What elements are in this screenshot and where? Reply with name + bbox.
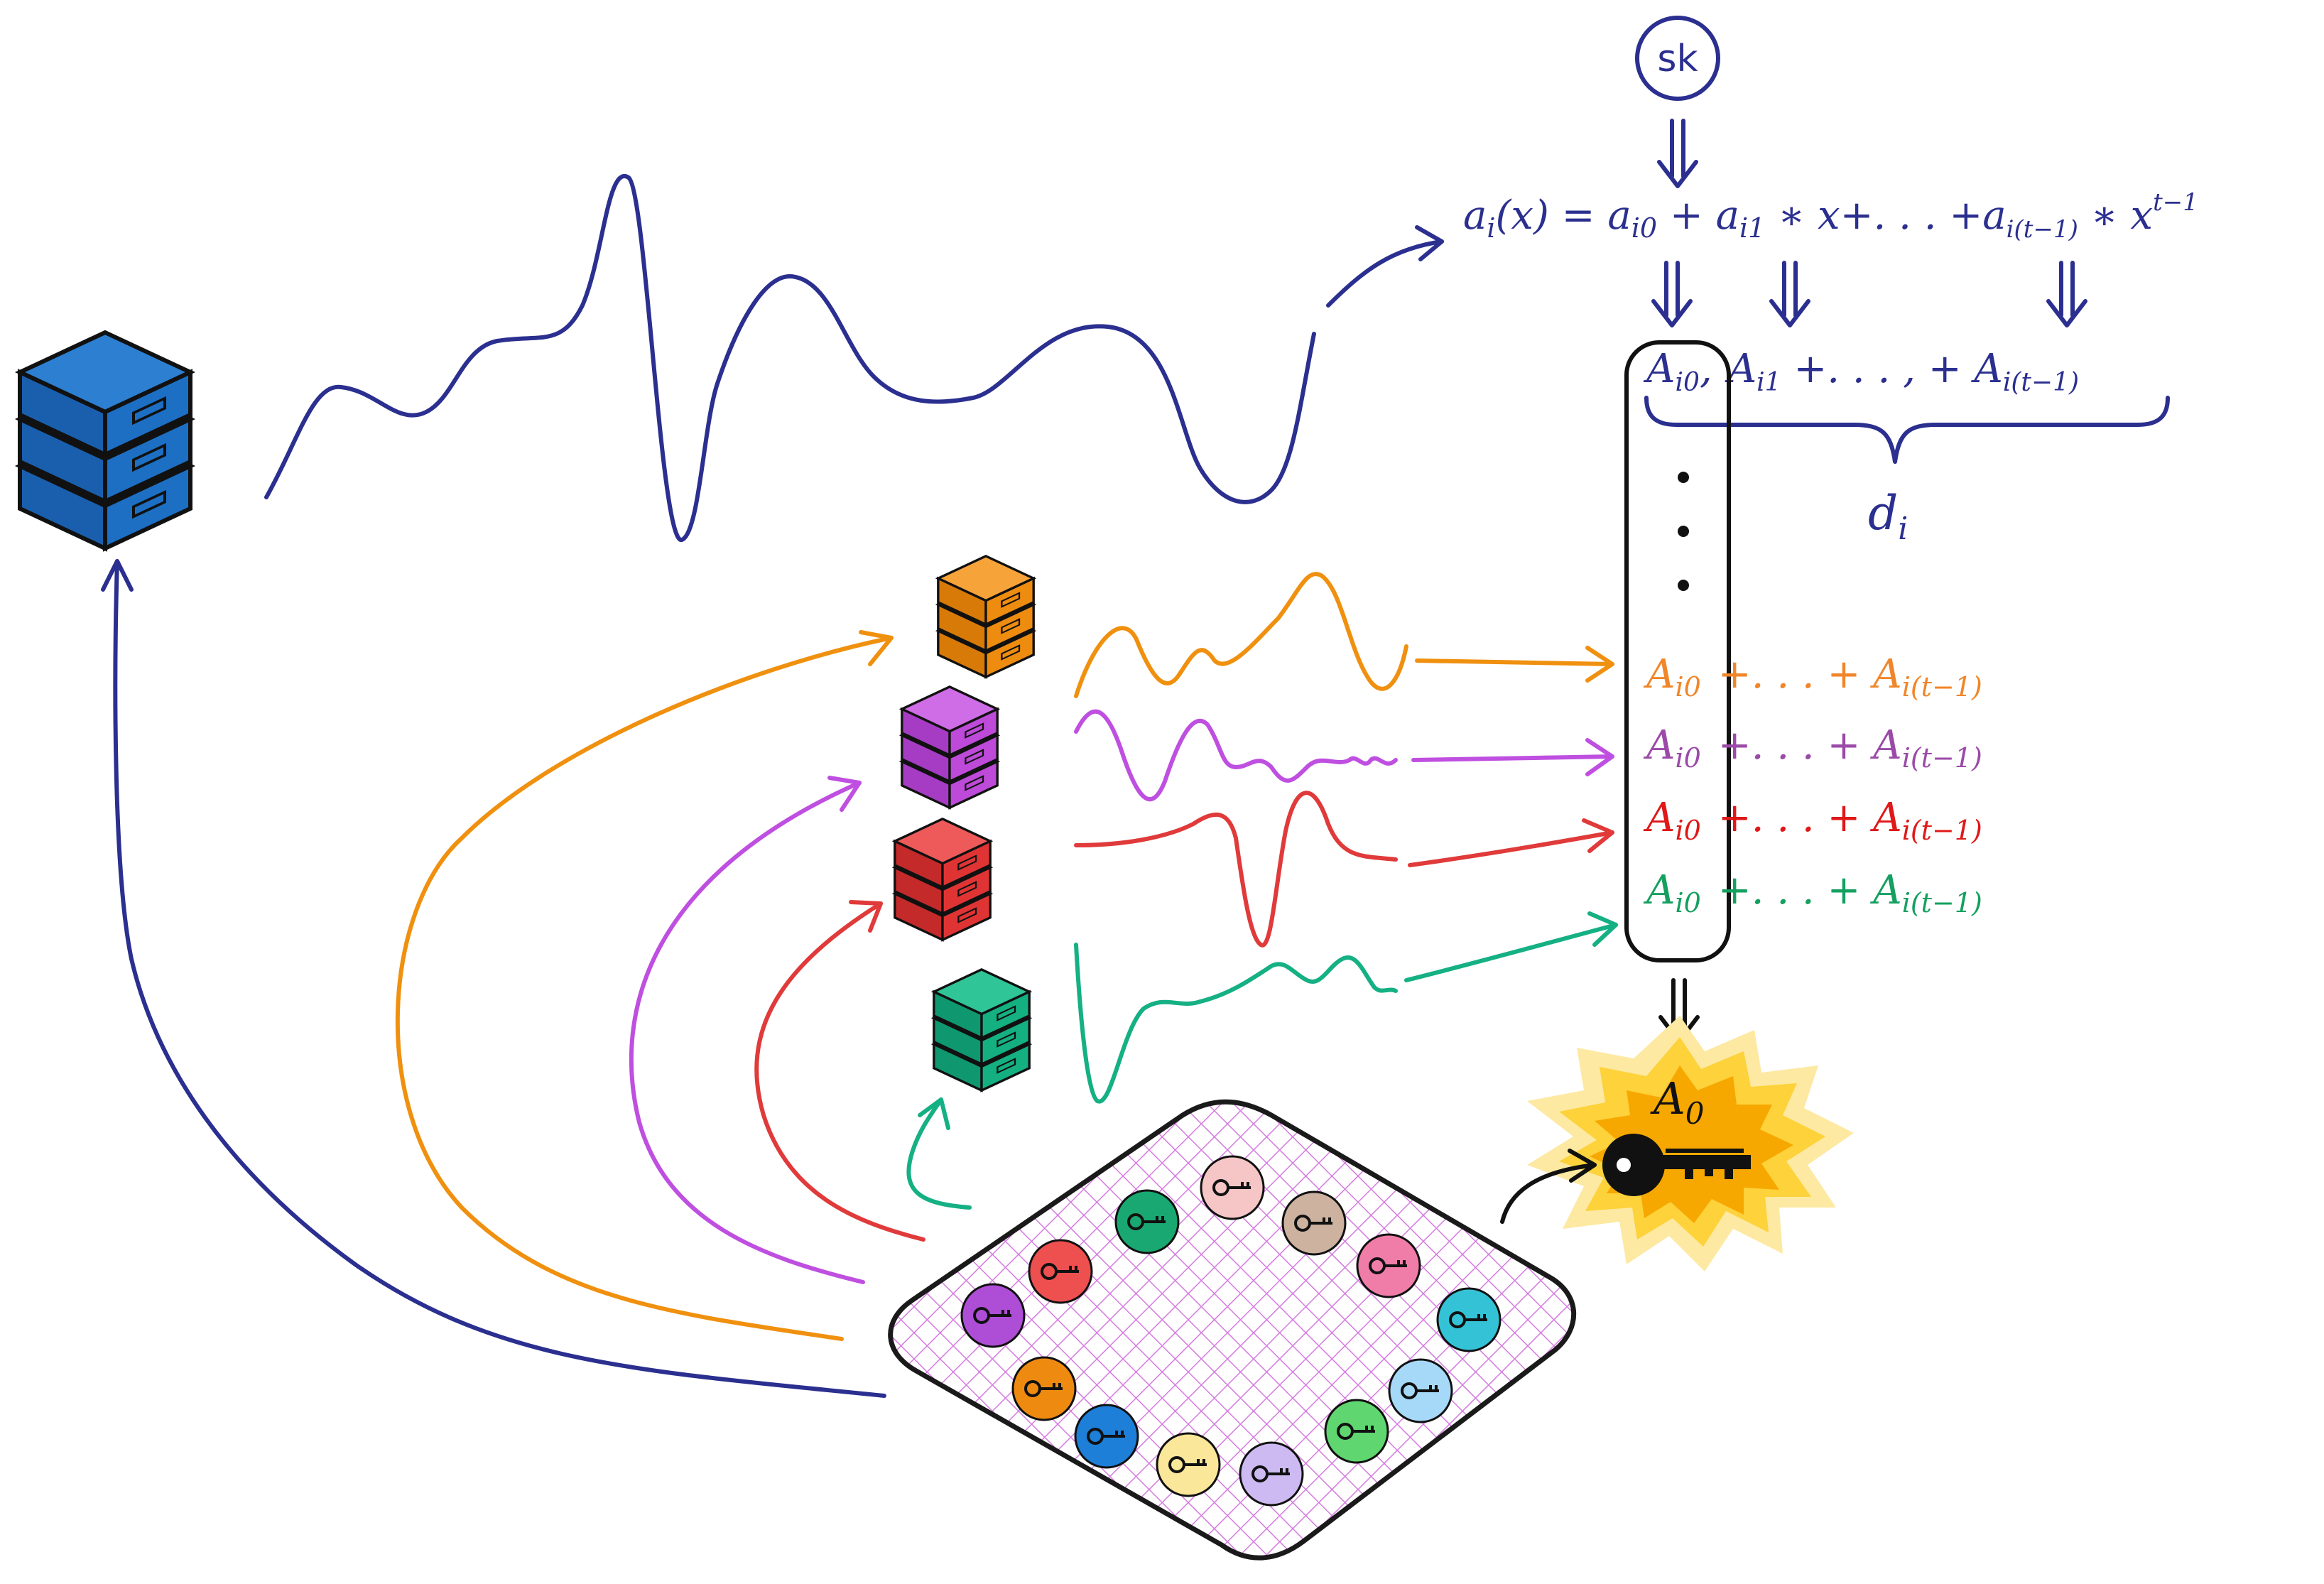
server-red-icon bbox=[894, 818, 992, 941]
commitments-row: Ai0, Ai1 +. . . , + Ai(t−1) bbox=[1643, 346, 2079, 397]
green-signal-wave bbox=[1074, 943, 1398, 1104]
double-arrow-sk bbox=[1657, 119, 1698, 188]
arrow-red-row bbox=[1408, 818, 1614, 867]
share-row-purple: Ai0 +. . . + Ai(t−1) bbox=[1643, 722, 1982, 774]
key-circle-icon bbox=[1324, 1399, 1389, 1464]
main-server-icon bbox=[20, 332, 190, 548]
arrow-to-purple-server bbox=[629, 776, 865, 1284]
key-circle-icon bbox=[1388, 1358, 1453, 1423]
secret-key-circle bbox=[1635, 16, 1720, 101]
key-circle-icon bbox=[1200, 1155, 1265, 1220]
result-label: A0 bbox=[1650, 1073, 1705, 1131]
key-circle-icon bbox=[960, 1283, 1026, 1348]
arrow-to-orange-server bbox=[395, 630, 894, 1341]
key-circle-icon bbox=[1281, 1190, 1347, 1256]
orange-signal-wave bbox=[1074, 572, 1408, 698]
arrow-orange-row bbox=[1415, 646, 1614, 683]
key-circle-icon bbox=[1074, 1404, 1139, 1469]
server-orange-icon bbox=[937, 555, 1035, 678]
master-key-icon bbox=[1602, 1134, 1751, 1196]
key-ring-region bbox=[888, 1099, 1577, 1561]
key-circle-icon bbox=[1239, 1441, 1304, 1507]
key-circle-icon bbox=[1356, 1233, 1421, 1298]
arrow-to-red-server bbox=[754, 900, 925, 1242]
arrow-to-main-server bbox=[101, 559, 886, 1398]
arrow-to-green-server bbox=[906, 1097, 972, 1210]
purple-signal-wave bbox=[1074, 709, 1398, 802]
share-row-green: Ai0 +. . . + Ai(t−1) bbox=[1643, 867, 1982, 918]
arrow-purple-row bbox=[1411, 738, 1614, 776]
share-row-orange: Ai0 +. . . + Ai(t−1) bbox=[1643, 651, 1982, 703]
arrow-to-polynomial bbox=[1326, 225, 1444, 308]
result-burst bbox=[1527, 1016, 1854, 1271]
red-signal-wave bbox=[1074, 791, 1398, 948]
participant-keys bbox=[960, 1155, 1502, 1507]
polynomial-equation: ai(x) = ai0 + ai1 ∗ x+. . . +ai(t−1) ∗ x… bbox=[1463, 188, 2198, 244]
curly-brace bbox=[1644, 396, 2170, 464]
share-column-box bbox=[1624, 340, 1731, 962]
double-arrow-coef0 bbox=[1651, 261, 1693, 327]
arrow-to-master-key bbox=[1500, 1149, 1597, 1224]
secret-key-label: sk bbox=[1657, 38, 1698, 80]
arrow-green-row bbox=[1404, 911, 1618, 982]
server-green-icon bbox=[933, 968, 1031, 1092]
share-row-red: Ai0 +. . . + Ai(t−1) bbox=[1643, 795, 1982, 846]
key-circle-icon bbox=[1011, 1356, 1077, 1421]
navy-signal-wave bbox=[264, 174, 1316, 543]
key-circle-icon bbox=[1028, 1239, 1093, 1304]
key-circle-icon bbox=[1114, 1189, 1180, 1254]
server-purple-icon bbox=[901, 685, 999, 809]
vertical-ellipsis bbox=[1678, 472, 1689, 591]
key-circle-icon bbox=[1156, 1432, 1221, 1497]
double-arrow-coef1 bbox=[1769, 261, 1810, 327]
double-arrow-coeflast bbox=[2046, 261, 2087, 327]
brace-label: di bbox=[1868, 486, 1908, 547]
key-circle-icon bbox=[1436, 1287, 1502, 1352]
